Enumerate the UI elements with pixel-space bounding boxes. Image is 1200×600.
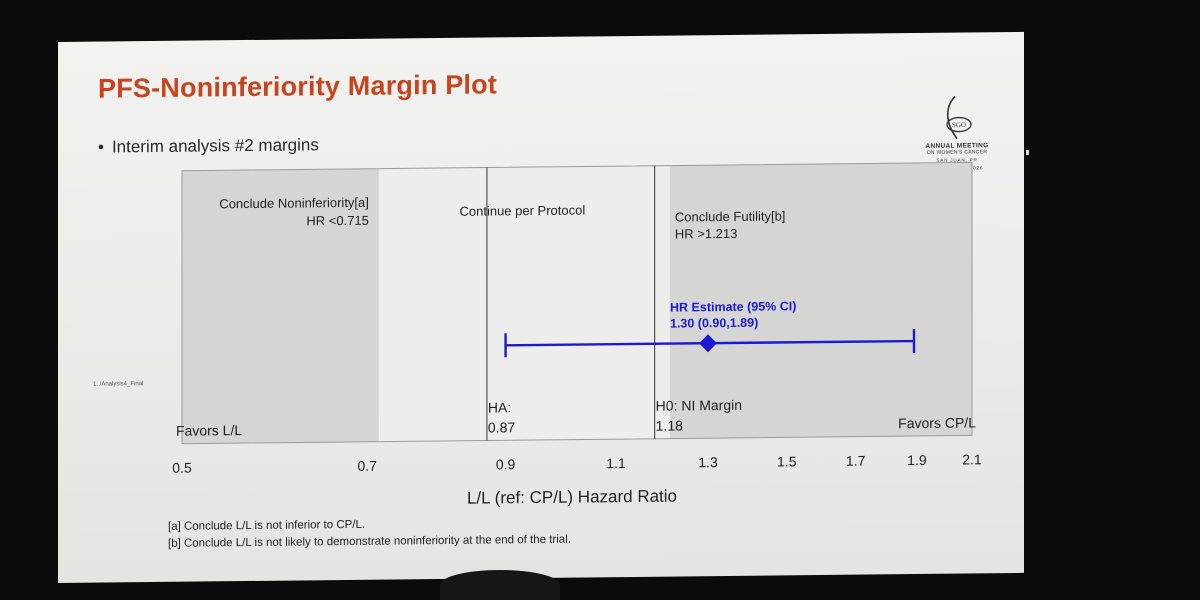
region-conclude-futility-b — [669, 162, 972, 439]
region-labels-layer: Conclude Noninferiority[a]HR <0.715 Conti… — [219, 195, 786, 242]
ref-label-ha: HA: — [488, 399, 511, 415]
tick-labels-layer: 0.5 0.7 0.9 1.1 1.3 1.5 1.7 1.9 2.1 — [172, 451, 982, 475]
region-sublabel-conclude-noninferiority-a: HR <0.715 — [306, 213, 369, 229]
reference-lines-layer: HA: 0.87 H0: NI Margin 1.18 — [486, 165, 742, 441]
logo-icon-text: SGO — [952, 121, 966, 129]
region-label-continue-per-protocol: Continue per Protocol — [460, 202, 586, 218]
estimate-value: 1.30 (0.90,1.89) — [670, 316, 758, 331]
audience-silhouette — [440, 570, 560, 600]
region-sublabel-conclude-futility-b: HR >1.213 — [675, 226, 738, 242]
x-axis-label: L/L (ref: CP/L) Hazard Ratio — [467, 487, 677, 508]
estimate-label: HR Estimate (95% CI) — [670, 299, 796, 314]
ref-value-h0: 1.18 — [656, 417, 683, 433]
plot-frame — [181, 161, 973, 445]
favors-right-label: Favors CP/L — [898, 414, 976, 431]
regions-layer — [182, 162, 972, 444]
sgo-logo: SGO ANNUAL MEETING ON WOMEN'S CANCER SAN… — [910, 92, 1004, 193]
ref-value-ha: 0.87 — [488, 419, 515, 435]
sgo-logo-icon: SGO — [946, 96, 972, 140]
region-conclude-noninferiority-a — [182, 168, 379, 444]
hr-estimate-point — [698, 334, 717, 353]
region-continue-per-protocol — [378, 165, 670, 442]
stage-marker — [1026, 150, 1029, 155]
noninferiority-chart: HA: 0.87 H0: NI Margin 1.18 Conclude Noninf… — [172, 161, 982, 508]
footnote-b: [b] Conclude L/L is not likely to demons… — [168, 533, 571, 550]
footnotes: [a] Conclude L/L is not inferior to CP/L… — [168, 515, 571, 553]
x-tick-label: 0.5 — [172, 460, 192, 476]
favors-left-label: Favors L/L — [176, 422, 242, 439]
x-tick-label: 1.3 — [698, 454, 718, 470]
x-tick-label: 2.1 — [962, 451, 982, 467]
x-tick-label: 1.1 — [606, 455, 626, 471]
estimate-layer: HR Estimate (95% CI) 1.30 (0.90,1.89) — [504, 299, 916, 358]
x-tick-label: 1.5 — [777, 453, 797, 469]
region-label-conclude-futility-b: Conclude Futility[b] — [675, 208, 786, 224]
presentation-slide: PFS-Noninferiority Margin Plot • Interim … — [58, 31, 1024, 583]
region-label-conclude-noninferiority-a: Conclude Noninferiority[a] — [219, 195, 369, 212]
x-tick-label: 1.7 — [846, 453, 866, 469]
ref-label-h0: H0: NI Margin — [656, 397, 742, 414]
x-tick-label: 0.7 — [357, 458, 377, 474]
x-tick-label: 0.9 — [496, 456, 516, 472]
x-tick-label: 1.9 — [907, 452, 927, 468]
